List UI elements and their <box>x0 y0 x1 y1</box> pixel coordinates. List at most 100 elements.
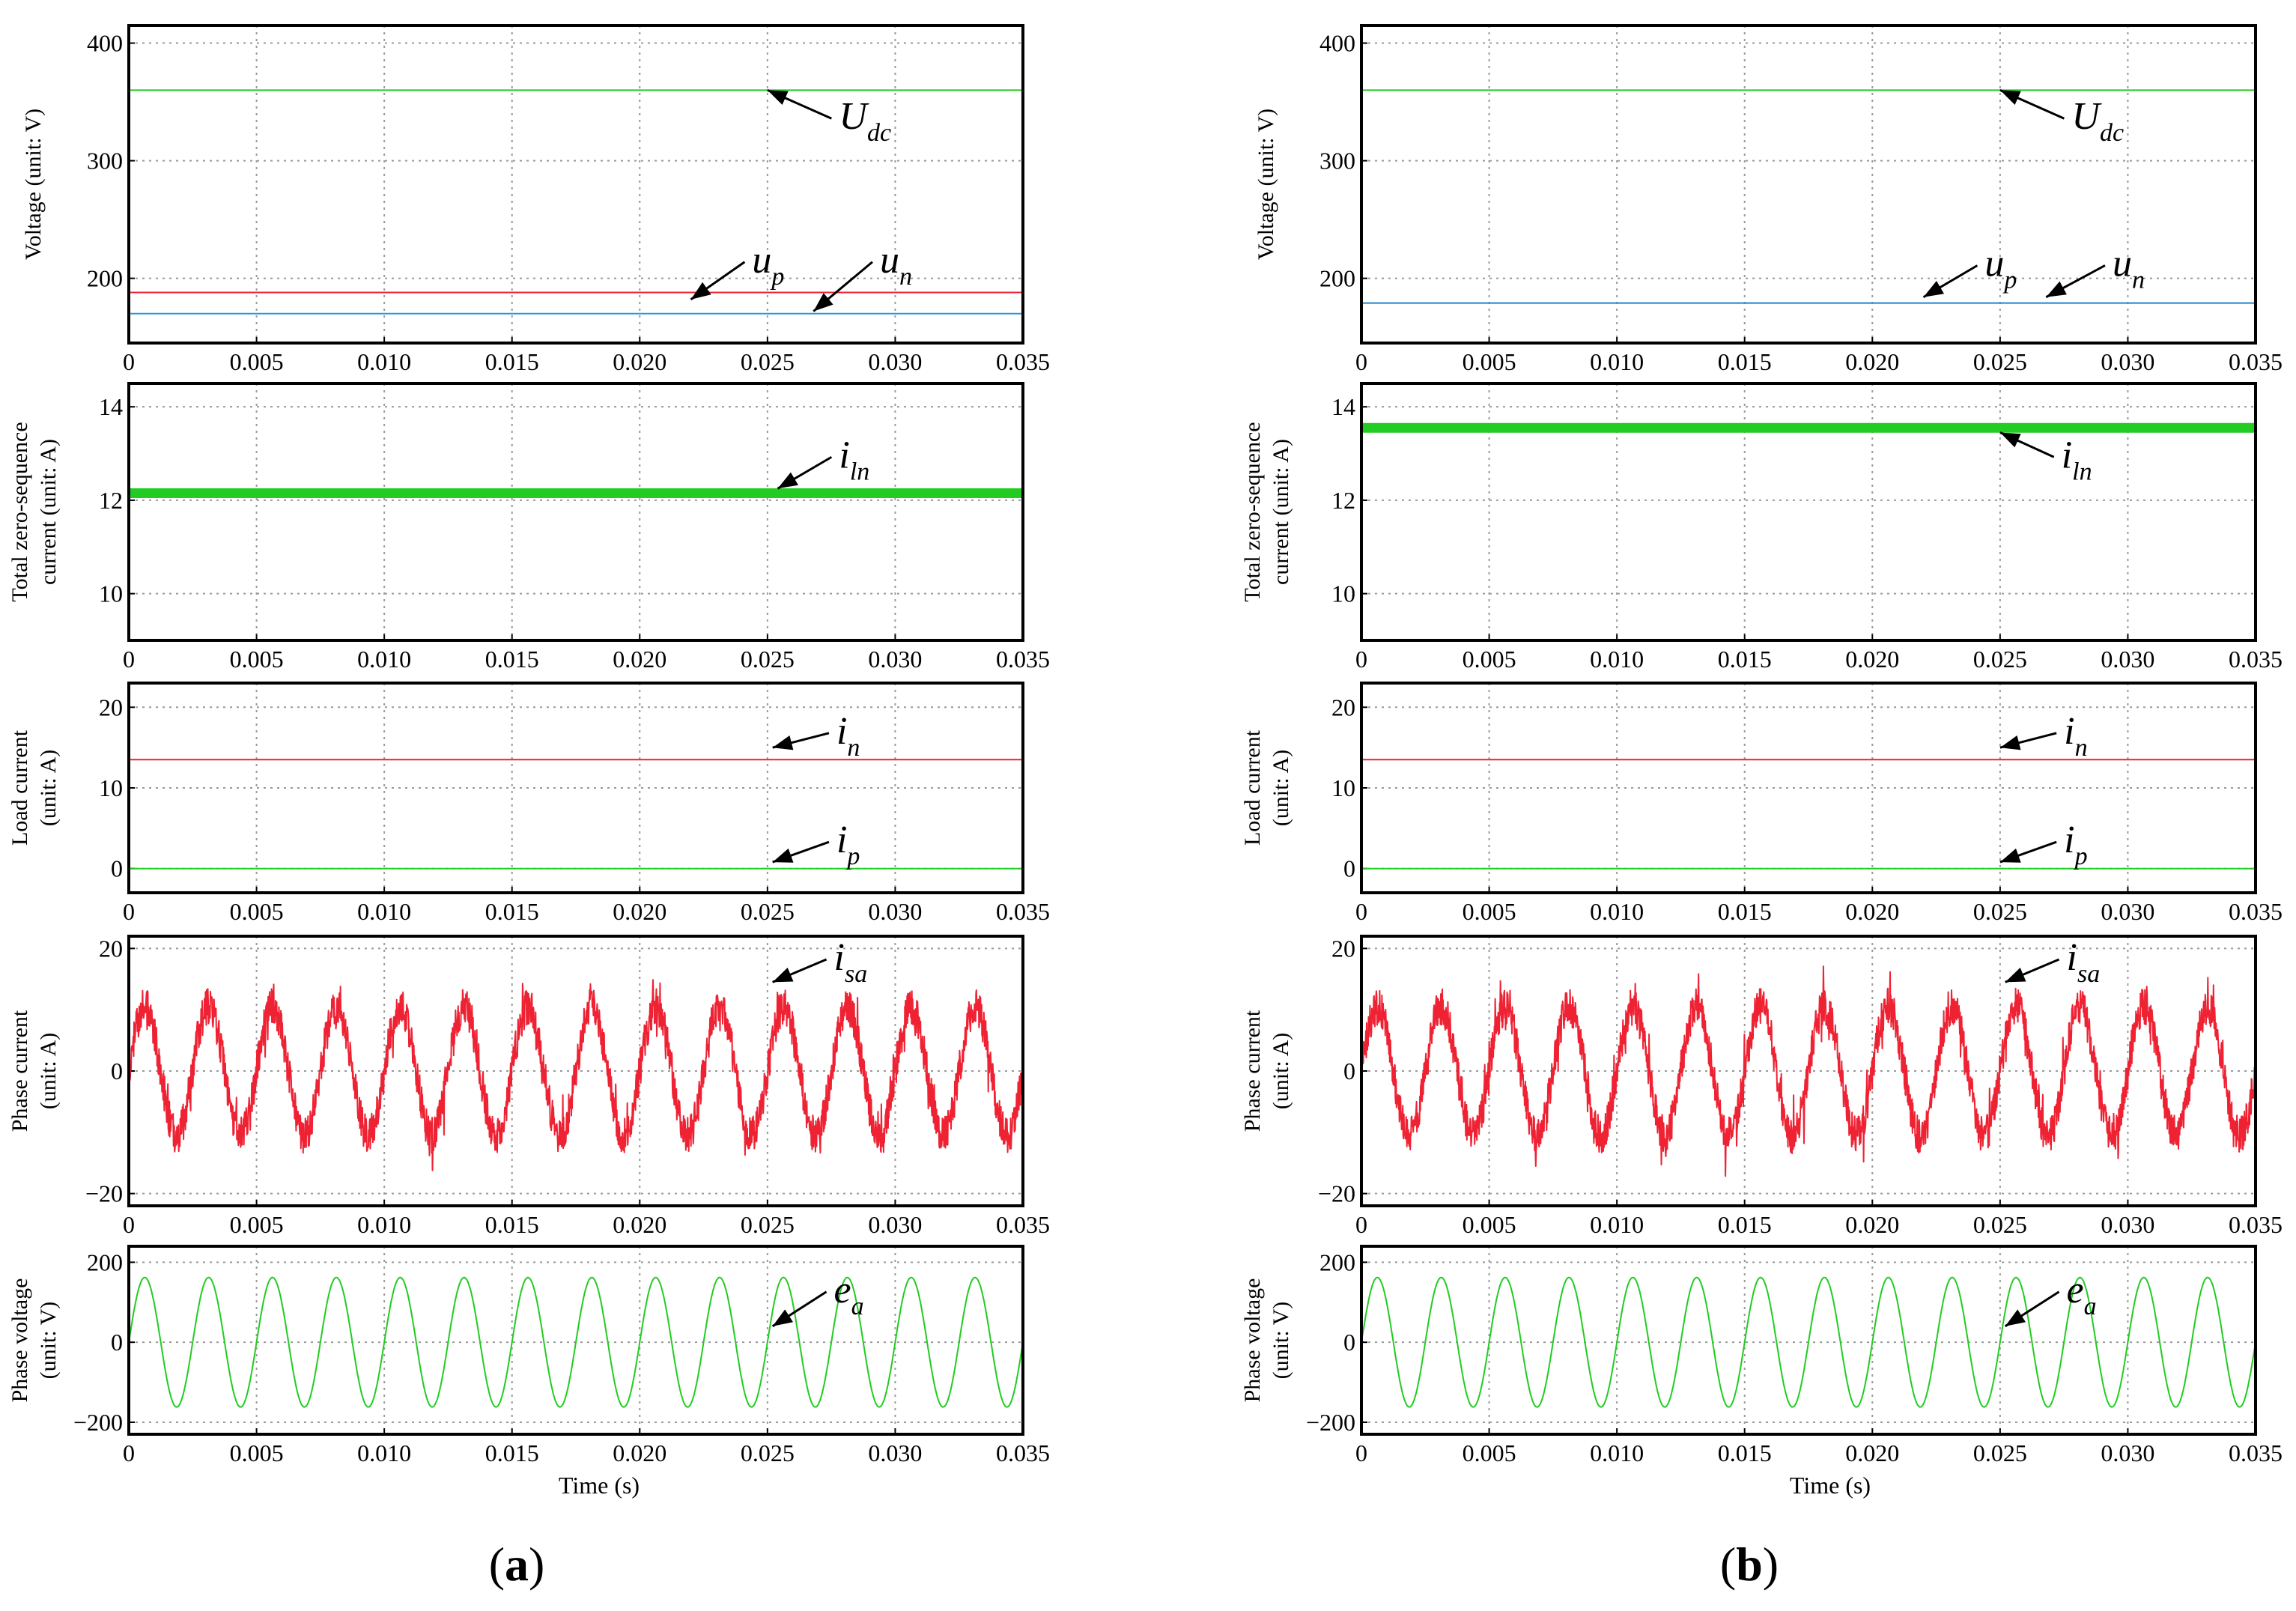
x-tick-label: 0.020 <box>1845 646 1899 673</box>
annotation-arrow-head <box>2005 1309 2026 1326</box>
y-tick-label: 14 <box>1331 393 1355 420</box>
y-axis-label: (unit: A) <box>1269 750 1293 827</box>
annotation-arrow-head <box>2046 281 2067 297</box>
x-tick-label: 0.035 <box>2229 1211 2283 1238</box>
x-tick-label: 0.010 <box>357 1439 411 1466</box>
annotation-arrow-head <box>690 282 711 300</box>
x-tick-label: 0 <box>1355 1211 1367 1238</box>
annotation-label: un <box>880 239 912 291</box>
x-tick-label: 0.035 <box>2229 348 2283 375</box>
subplot-a-3: 0 0.005 0.010 0.015 0.020 0.025 0.030 0.035 0 10 2… <box>7 682 1050 925</box>
y-axis-label: (unit: V) <box>1269 1302 1293 1380</box>
y-axis-label: Load current <box>1240 729 1265 846</box>
y-tick-label: 400 <box>87 30 123 57</box>
x-tick-label: 0.025 <box>1973 1211 2027 1238</box>
y-tick-label: −20 <box>1318 1180 1355 1207</box>
x-tick-label: 0.015 <box>485 898 539 925</box>
x-tick-label: 0.025 <box>741 1439 795 1466</box>
y-axis-label: (unit: A) <box>36 750 61 827</box>
y-tick-label: −200 <box>1306 1409 1355 1436</box>
annotation-label: isa <box>834 936 868 988</box>
x-tick-label: 0.005 <box>230 1439 284 1466</box>
x-tick-label: 0.035 <box>996 1439 1050 1466</box>
x-tick-label: 0.020 <box>1845 1439 1899 1466</box>
annotation-arrow-head <box>777 472 798 489</box>
x-tick-label: 0.030 <box>2101 348 2154 375</box>
x-tick-label: 0.015 <box>485 1439 539 1466</box>
x-tick-label: 0.010 <box>357 646 411 673</box>
x-tick-label: 0.025 <box>1973 646 2027 673</box>
x-tick-label: 0.020 <box>613 646 666 673</box>
x-tick-label: 0.005 <box>230 1211 284 1238</box>
x-tick-label: 0.010 <box>1590 1439 1644 1466</box>
y-tick-label: 0 <box>111 1329 123 1356</box>
x-tick-label: 0.010 <box>1590 1211 1644 1238</box>
annotation-arrow-head <box>1999 735 2021 750</box>
annotation-label: un <box>2113 242 2145 294</box>
x-tick-label: 0 <box>123 898 135 925</box>
x-tick-label: 0.005 <box>1463 1211 1516 1238</box>
x-tick-label: 0.010 <box>357 348 411 375</box>
annotation-arrow-head <box>813 293 833 312</box>
y-tick-label: 20 <box>1331 935 1355 962</box>
y-tick-label: 12 <box>1331 487 1355 514</box>
y-tick-label: 10 <box>99 580 123 607</box>
y-tick-label: 10 <box>1331 580 1355 607</box>
x-tick-label: 0.020 <box>1845 348 1899 375</box>
x-tick-label: 0.035 <box>2229 898 2283 925</box>
x-tick-label: 0 <box>123 1439 135 1466</box>
y-axis-label: Total zero-sequence <box>1240 422 1265 601</box>
y-tick-label: 200 <box>1319 1249 1355 1275</box>
x-tick-label: 0 <box>123 1211 135 1238</box>
y-tick-label: 20 <box>99 694 123 720</box>
plot-frame <box>1360 382 2257 642</box>
x-tick-label: 0.025 <box>741 646 795 673</box>
x-axis-label-a: Time (s) <box>559 1472 640 1499</box>
x-tick-label: 0.015 <box>485 348 539 375</box>
x-tick-label: 0.025 <box>1973 348 2027 375</box>
y-tick-label: 14 <box>99 393 123 420</box>
x-tick-label: 0.035 <box>996 646 1050 673</box>
subplot-a-4: 0 0.005 0.010 0.015 0.020 0.025 0.030 0.035−200… <box>7 935 1050 1238</box>
plot-frame <box>127 682 1024 894</box>
x-tick-label: 0.030 <box>2101 646 2154 673</box>
y-tick-label: 0 <box>1343 1058 1355 1084</box>
y-tick-label: 0 <box>111 1058 123 1084</box>
x-tick-label: 0.015 <box>1718 348 1772 375</box>
series-e-a <box>1361 1276 2256 1408</box>
x-tick-label: 0.010 <box>1590 898 1644 925</box>
x-tick-label: 0.035 <box>996 898 1050 925</box>
x-tick-label: 0.015 <box>1718 1211 1772 1238</box>
plot-frame <box>1360 682 2257 894</box>
plot-frame <box>127 24 1024 345</box>
x-tick-label: 0.005 <box>1463 646 1516 673</box>
x-tick-label: 0.025 <box>741 348 795 375</box>
y-tick-label: −20 <box>85 1180 123 1207</box>
y-tick-label: 0 <box>1343 855 1355 882</box>
plot-frame <box>1360 24 2257 345</box>
annotation-label: iln <box>839 434 869 485</box>
panel-label-a: (a) <box>489 1538 545 1591</box>
y-axis-label: (unit: V) <box>36 1302 61 1380</box>
y-tick-label: 0 <box>111 855 123 882</box>
y-tick-label: 10 <box>99 774 123 801</box>
plot-frame <box>127 382 1024 642</box>
x-tick-label: 0.015 <box>485 646 539 673</box>
y-tick-label: 200 <box>1319 265 1355 292</box>
y-axis-label: Voltage (unit: V) <box>1254 109 1278 260</box>
annotation-arrow-head <box>1923 281 1944 297</box>
x-tick-label: 0 <box>1355 898 1367 925</box>
column-b: 0 0.005 0.010 0.015 0.020 0.025 0.030 0.0352003… <box>1240 24 2283 1466</box>
x-tick-label: 0.030 <box>868 646 922 673</box>
x-tick-label: 0.010 <box>357 898 411 925</box>
x-axis-label-b: Time (s) <box>1790 1472 1871 1499</box>
y-tick-label: 10 <box>1331 774 1355 801</box>
y-axis-label: current (unit: A) <box>1269 439 1293 585</box>
annotation-label: ea <box>2067 1269 2097 1320</box>
x-tick-label: 0.025 <box>741 898 795 925</box>
x-tick-label: 0.005 <box>230 348 284 375</box>
annotation-label: in <box>836 710 860 762</box>
series-i-sa <box>1361 965 2256 1177</box>
x-tick-label: 0.035 <box>996 348 1050 375</box>
x-tick-label: 0.035 <box>2229 1439 2283 1466</box>
